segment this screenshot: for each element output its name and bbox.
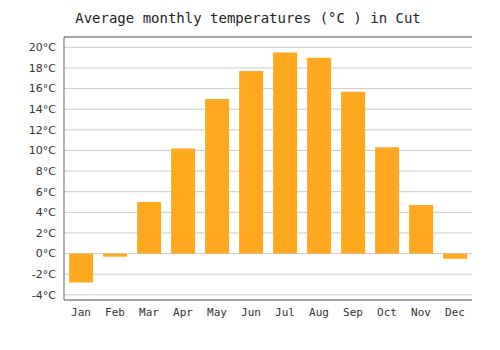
html-text:Average monthly temperatures (: Average monthly temperatures (°C ) in Cu… [75,10,421,26]
svg-text:6°C: 6°C [36,186,56,199]
svg-text:Jul: Jul [275,306,295,319]
svg-text:Dec: Dec [445,306,465,319]
svg-text:Mar: Mar [139,306,159,319]
svg-text:Feb: Feb [105,306,125,319]
svg-text:20°C: 20°C [29,41,56,54]
svg-text:4°C: 4°C [36,206,56,219]
svg-text:-4°C: -4°C [32,289,56,302]
svg-text:10°C: 10°C [29,144,56,157]
svg-text:12°C: 12°C [29,124,56,137]
svg-text:Jun: Jun [241,306,261,319]
svg-text:14°C: 14°C [29,103,56,116]
svg-text:Apr: Apr [173,306,193,319]
svg-text:May: May [207,306,227,319]
svg-text:Oct: Oct [377,306,397,319]
svg-text:2°C: 2°C [36,227,56,240]
svg-text:16°C: 16°C [29,82,56,95]
svg-text:18°C: 18°C [29,62,56,75]
svg-text:8°C: 8°C [36,165,56,178]
svg-text:Nov: Nov [411,306,431,319]
svg-text:0°C: 0°C [36,247,56,260]
svg-text:-2°C: -2°C [32,268,56,281]
svg-text:Sep: Sep [343,306,363,319]
svg-text:Aug: Aug [309,306,329,319]
svg-text:Jan: Jan [71,306,91,319]
